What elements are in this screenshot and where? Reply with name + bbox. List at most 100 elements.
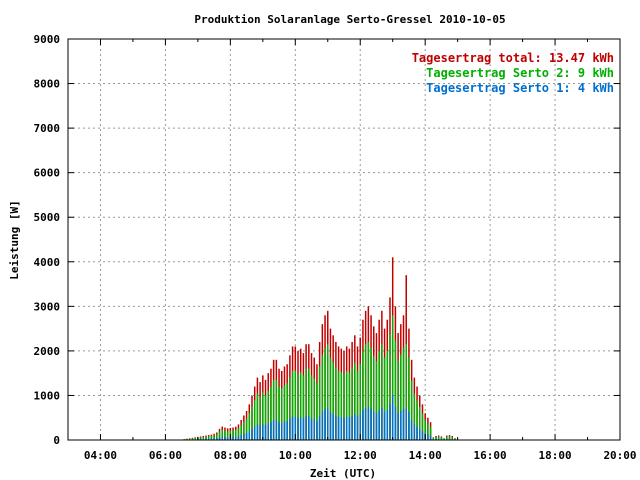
bar — [440, 437, 443, 440]
bar — [345, 416, 348, 440]
bar — [397, 360, 399, 440]
bar — [291, 370, 294, 440]
bar — [235, 429, 237, 440]
bar — [424, 419, 426, 440]
bar — [286, 383, 288, 440]
bar — [283, 421, 286, 440]
bar — [354, 362, 356, 440]
bar — [400, 411, 402, 440]
bar — [221, 429, 223, 440]
bar — [243, 421, 245, 440]
bar — [329, 412, 332, 440]
bar — [224, 430, 226, 440]
bar — [419, 428, 421, 440]
bar — [408, 357, 410, 440]
legend-entry: Tagesertrag Serto 2: 9 kWh — [426, 66, 614, 80]
bar — [345, 370, 348, 440]
bar — [351, 415, 353, 440]
bar — [391, 395, 394, 440]
bar — [356, 370, 359, 440]
bar — [327, 344, 329, 440]
bar — [448, 436, 451, 440]
bar — [297, 374, 299, 440]
bar — [202, 436, 205, 440]
bar — [213, 435, 215, 440]
bar — [421, 431, 424, 440]
bar — [443, 438, 445, 440]
bar — [294, 416, 297, 440]
y-tick-label: 8000 — [34, 78, 61, 91]
bar — [275, 419, 278, 440]
x-tick-label: 20:00 — [603, 449, 636, 462]
bar — [199, 437, 202, 440]
bar — [202, 438, 205, 440]
bar-series-serto-2 — [180, 315, 456, 440]
bar — [419, 407, 421, 440]
bar — [240, 435, 242, 440]
bar — [318, 415, 321, 440]
bar — [391, 315, 394, 440]
bar — [207, 438, 210, 440]
bar — [364, 344, 367, 440]
bar — [270, 422, 272, 440]
bar — [289, 418, 291, 440]
bar — [237, 428, 240, 440]
bar — [189, 438, 191, 440]
bar — [348, 372, 351, 440]
bar — [240, 425, 242, 440]
bar — [375, 361, 378, 440]
bar — [205, 438, 207, 440]
bar — [446, 436, 448, 440]
bar — [191, 438, 194, 440]
y-tick-label: 3000 — [34, 300, 61, 313]
bar — [367, 406, 370, 440]
bar — [340, 417, 343, 440]
bar — [410, 419, 413, 440]
bar — [367, 341, 370, 440]
x-tick-label: 04:00 — [84, 449, 117, 462]
bar — [427, 434, 429, 440]
bar — [378, 409, 380, 440]
bar — [245, 432, 248, 440]
bar — [281, 388, 283, 440]
bar — [226, 437, 229, 440]
bar — [253, 399, 256, 440]
bar — [248, 413, 251, 440]
chart-title: Produktion Solaranlage Serto-Gressel 201… — [194, 13, 505, 26]
y-tick-label: 2000 — [34, 345, 61, 358]
bar — [278, 422, 280, 440]
bar — [289, 377, 291, 440]
bar — [305, 416, 307, 440]
bar — [213, 438, 215, 440]
bar — [283, 385, 286, 440]
bar — [402, 408, 405, 440]
y-axis-label: Leistung [W] — [8, 200, 21, 279]
bar — [343, 374, 345, 440]
bar — [253, 426, 256, 440]
bar — [308, 368, 310, 440]
bar — [226, 431, 229, 440]
bar — [364, 407, 367, 440]
x-axis-label: Zeit (UTC) — [310, 467, 376, 480]
bar — [454, 438, 456, 440]
bar — [429, 435, 432, 440]
bar — [218, 431, 221, 440]
bar — [264, 424, 267, 440]
bar — [299, 417, 302, 440]
legend-entry: Tagesertrag total: 13.47 kWh — [412, 51, 614, 65]
bar — [373, 356, 375, 440]
bar — [335, 367, 337, 440]
y-tick-label: 6000 — [34, 167, 61, 180]
grid-lines — [68, 39, 620, 440]
y-tick-label: 9000 — [34, 33, 61, 46]
bar — [413, 393, 416, 440]
bar — [389, 404, 391, 440]
bar — [218, 437, 221, 440]
bar — [316, 383, 318, 440]
bar — [235, 436, 237, 440]
bar — [275, 379, 278, 440]
bar-series-serto-1 — [180, 395, 456, 440]
bar — [378, 350, 380, 440]
bar — [413, 424, 416, 440]
bar — [316, 421, 318, 440]
